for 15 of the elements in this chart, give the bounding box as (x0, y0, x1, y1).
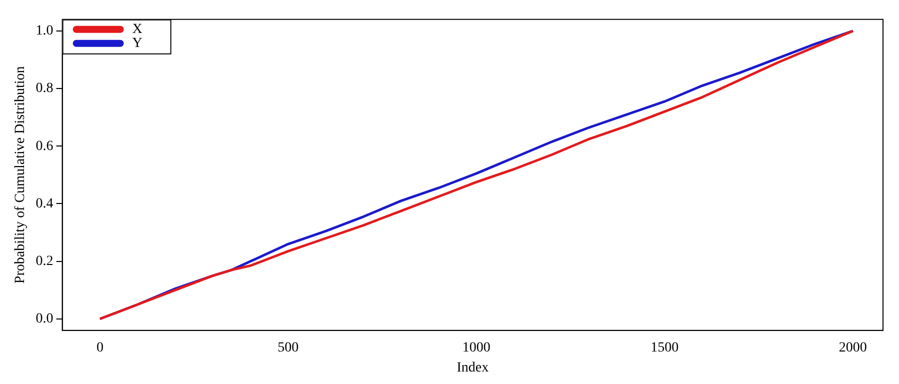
y-tick-label: 0.6 (36, 138, 54, 154)
y-tick-label: 0.0 (36, 312, 54, 327)
x-tick-label: 2000 (838, 340, 867, 356)
y-tick-label: 0.4 (36, 196, 54, 212)
x-tick-label: 0 (96, 340, 104, 356)
x-axis-title: Index (456, 360, 489, 376)
legend-label: X (132, 22, 142, 38)
x-tick-label: 1000 (462, 340, 490, 356)
y-tick-label: 0.8 (36, 81, 54, 96)
y-tick-label: 0.2 (36, 254, 54, 269)
y-axis-title: Probability of Cumulative Distribution (13, 66, 28, 284)
x-tick-label: 1500 (650, 340, 679, 356)
y-tick-label: 1.0 (36, 24, 54, 39)
x-tick-label: 500 (278, 340, 299, 356)
legend-label: Y (132, 36, 142, 52)
